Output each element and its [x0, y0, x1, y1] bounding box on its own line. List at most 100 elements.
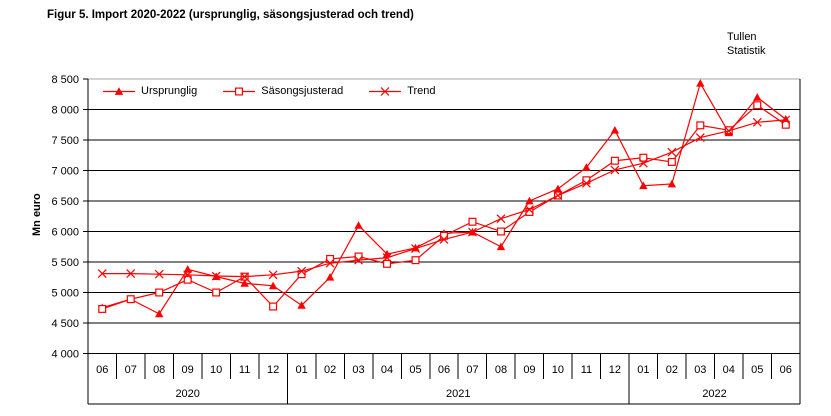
- y-tick-label: 7 500: [51, 135, 79, 147]
- square-marker: [98, 304, 107, 313]
- x-marker: [581, 178, 591, 188]
- y-tick-label: 8 500: [51, 74, 79, 86]
- triangle-marker: [297, 301, 306, 309]
- source-credit: Tullen Statistik: [727, 30, 766, 58]
- x-month-label: 07: [466, 364, 478, 376]
- x-marker: [211, 271, 221, 281]
- square-marker: [326, 254, 335, 263]
- triangle-marker: [753, 93, 762, 101]
- x-month-label: 01: [295, 364, 307, 376]
- chart-title: Figur 5. Import 2020-2022 (ursprunglig, …: [47, 9, 414, 21]
- x-marker: [638, 158, 648, 168]
- x-marker: [268, 270, 278, 280]
- x-marker: [382, 253, 392, 263]
- x-marker: [667, 147, 677, 157]
- x-month-label: 11: [239, 364, 250, 376]
- x-marker: [297, 266, 307, 276]
- x-month-label: 03: [352, 364, 364, 376]
- triangle-marker: [354, 221, 363, 229]
- x-marker: [183, 270, 193, 280]
- legend-label-ursprunglig: Ursprunglig: [141, 85, 198, 97]
- square-marker: [235, 86, 244, 96]
- x-month-label: 06: [780, 364, 792, 376]
- square-marker: [354, 252, 363, 261]
- square-marker: [468, 217, 477, 226]
- legend-item-trend: Trend: [369, 85, 436, 97]
- triangle-marker: [155, 309, 164, 318]
- x-month-label: 01: [637, 364, 649, 376]
- x-month-label: 04: [381, 364, 393, 376]
- triangle-marker: [525, 196, 534, 205]
- x-marker: [411, 244, 420, 254]
- triangle-marker: [696, 79, 705, 87]
- triangle-marker: [114, 86, 124, 95]
- x-year-label: 2022: [702, 388, 726, 400]
- x-month-label: 03: [694, 364, 706, 376]
- triangle-marker: [639, 181, 648, 190]
- x-marker: [240, 272, 250, 282]
- square-marker: [183, 275, 192, 284]
- legend-label-trend: Trend: [407, 85, 436, 97]
- x-marker: [354, 255, 363, 265]
- x-month-label: 05: [751, 364, 763, 376]
- source-credit-line1: Tullen: [727, 31, 757, 43]
- x-month-label: 08: [495, 364, 507, 376]
- x-month-label: 09: [523, 364, 535, 376]
- x-marker: [468, 227, 477, 237]
- x-month-label: 07: [125, 364, 137, 376]
- series-line: [102, 104, 787, 310]
- square-marker: [753, 101, 762, 110]
- y-tick-label: 5 000: [51, 288, 79, 300]
- square-marker: [525, 207, 534, 216]
- legend: Ursprunglig Säsongsjusterad Trend: [103, 85, 436, 97]
- x-marker: [126, 269, 136, 279]
- x-month-label: 10: [210, 364, 222, 376]
- square-marker: [639, 153, 648, 162]
- series-trend: [97, 115, 791, 282]
- x-marker: [439, 235, 449, 244]
- triangle-marker: [610, 126, 620, 134]
- y-tick-label: 5 500: [51, 257, 79, 269]
- triangle-marker: [582, 163, 591, 171]
- square-marker: [610, 156, 619, 165]
- x-month-label: 05: [409, 364, 421, 376]
- x-marker: [781, 115, 791, 125]
- y-tick-label: 7 000: [51, 166, 79, 178]
- x-month-label: 11: [581, 364, 592, 376]
- series-line: [102, 81, 787, 315]
- x-year-label: 2020: [175, 388, 199, 400]
- x-month-label: 09: [182, 364, 194, 376]
- x-marker: [724, 126, 734, 136]
- x-month-label: 12: [609, 364, 621, 376]
- x-marker: [97, 269, 107, 279]
- square-marker: [440, 231, 449, 240]
- x-month-label: 08: [153, 364, 165, 376]
- series-ssongsjusterad: [98, 101, 790, 313]
- square-marker: [667, 157, 676, 166]
- triangle-marker: [553, 184, 563, 193]
- y-tick-label: 4 500: [51, 318, 79, 330]
- x-marker: [610, 165, 620, 175]
- x-month-label: 06: [438, 364, 450, 376]
- x-marker: [496, 214, 506, 224]
- triangle-marker: [183, 265, 192, 273]
- x-month-label: 06: [96, 364, 108, 376]
- square-marker: [269, 302, 278, 311]
- square-marker: [383, 259, 392, 268]
- x-marker: [752, 117, 762, 127]
- legend-item-sasongsjusterad: Säsongsjusterad: [223, 85, 343, 97]
- legend-label-sasongsjusterad: Säsongsjusterad: [261, 85, 344, 97]
- square-marker: [155, 288, 164, 297]
- x-marker: [553, 191, 563, 200]
- triangle-marker: [268, 281, 278, 290]
- y-tick-label: 6 000: [51, 227, 79, 239]
- x-marker: [525, 205, 534, 214]
- square-marker: [126, 295, 135, 304]
- legend-item-ursprunglig: Ursprunglig: [103, 85, 197, 97]
- triangle-marker: [667, 179, 677, 188]
- square-marker: [696, 121, 705, 130]
- x-month-label: 12: [267, 364, 279, 376]
- x-marker: [380, 86, 390, 96]
